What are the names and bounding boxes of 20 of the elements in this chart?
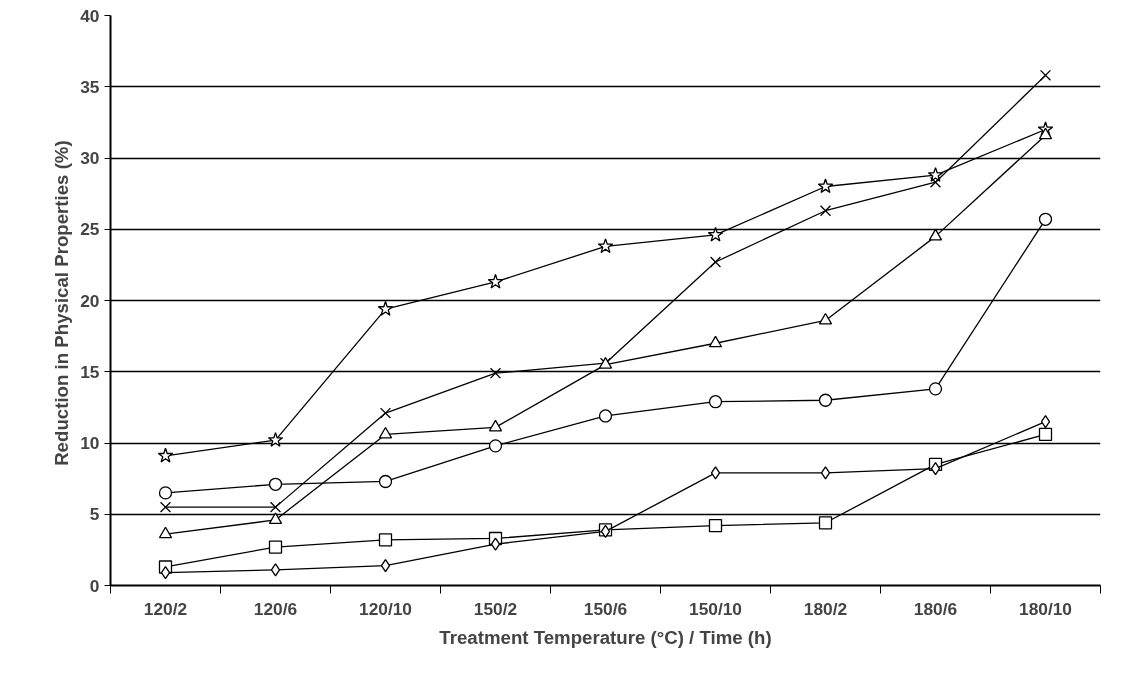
- x-tick-label: 180/6: [913, 598, 958, 619]
- y-tick-label: 15: [80, 361, 100, 382]
- y-tick-label: 10: [80, 433, 100, 453]
- x-tick-label: 150/10: [689, 598, 742, 619]
- y-tick-label: 35: [80, 76, 100, 97]
- x-tick-label: 120/2: [143, 598, 188, 619]
- x-tick-label: 120/6: [253, 598, 298, 619]
- y-tick-label: 5: [89, 504, 100, 525]
- x-tick-label: 180/10: [1019, 598, 1072, 619]
- x-tick-label: 120/10: [359, 598, 412, 619]
- x-tick-label: 150/6: [583, 598, 628, 619]
- y-tick-label: 0: [89, 575, 100, 596]
- y-axis-title: Reduction in Physical Properties (%): [51, 140, 73, 466]
- y-tick-label: 20: [80, 290, 100, 311]
- y-tick-label: 40: [80, 5, 100, 26]
- x-axis-title: Treatment Temperature (°C) / Time (h): [439, 626, 772, 648]
- y-tick-label: 30: [80, 148, 100, 168]
- y-tick-label: 25: [80, 219, 100, 240]
- x-tick-label: 150/2: [473, 598, 518, 619]
- x-tick-label: 180/2: [803, 598, 848, 619]
